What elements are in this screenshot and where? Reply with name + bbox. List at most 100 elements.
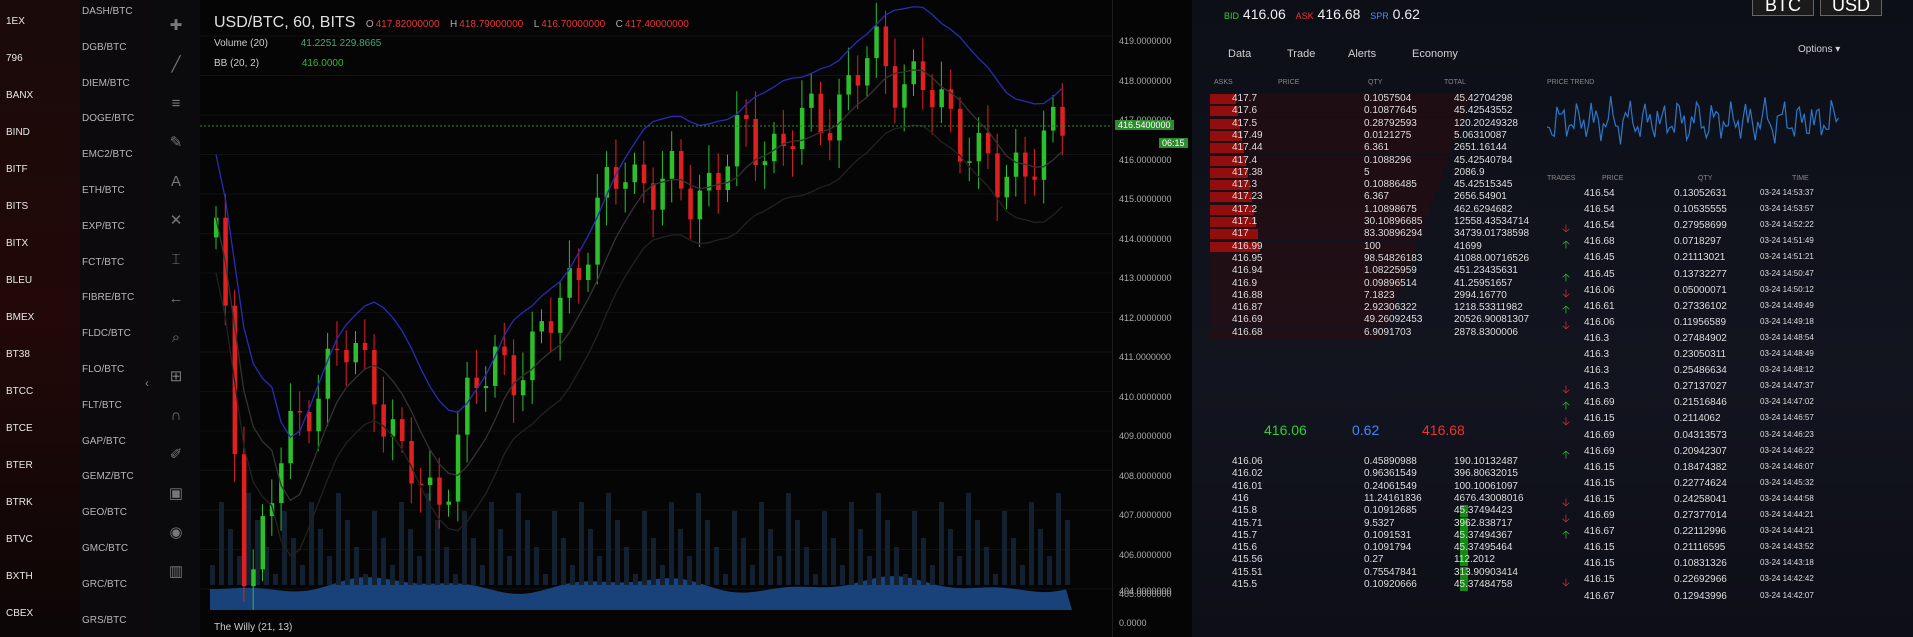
market-pair-item[interactable]: DGB/BTC — [82, 41, 127, 53]
market-pair-item[interactable]: FCT/BTC — [82, 256, 125, 268]
tab-data[interactable]: Data — [1228, 48, 1252, 60]
market-pair-item[interactable]: DOGE/BTC — [82, 113, 135, 125]
trade-row[interactable]: 416.15 0.10831326 03-24 14:43:18 — [1532, 558, 1892, 570]
trade-row[interactable]: 🡣 416.15 0.2114062 03-24 14:46:57 — [1532, 413, 1892, 428]
bid-row[interactable]: 415.51 0.75547841 313.90903414 — [1210, 566, 1610, 579]
market-item[interactable]: BTVC — [6, 534, 33, 545]
market-item[interactable]: BXTH — [6, 571, 33, 582]
collapse-left-icon[interactable]: ‹ — [145, 376, 149, 390]
arrow-icon[interactable]: ← — [168, 290, 184, 307]
trade-row[interactable]: 416.45 0.21113021 03-24 14:51:21 — [1532, 252, 1892, 264]
market-item[interactable]: BITF — [6, 164, 28, 175]
market-item[interactable]: BTER — [6, 460, 33, 471]
market-item[interactable]: CBEX — [6, 608, 34, 619]
ask-row[interactable]: 417.3 0.10886485 45.42515345 — [1210, 179, 1610, 192]
trade-row[interactable]: 🡡 416.61 0.27336102 03-24 14:49:49 — [1532, 301, 1892, 316]
ask-row[interactable]: 416.99 100 41699 — [1210, 240, 1610, 253]
trade-row[interactable]: 🡣 416.3 0.27137027 03-24 14:47:37 — [1532, 381, 1892, 396]
text-icon[interactable]: A — [170, 173, 181, 190]
market-item[interactable]: BITS — [6, 201, 29, 212]
ask-row[interactable]: 417.1 30.10896685 12558.43534714 — [1210, 216, 1610, 228]
market-pair-item[interactable]: FLDC/BTC — [82, 328, 131, 340]
brush-icon[interactable]: ✎ — [169, 134, 183, 151]
fib-icon[interactable]: ≡ — [171, 95, 181, 112]
ask-row[interactable]: 417.7 0.1057504 45.42704298 — [1210, 93, 1610, 105]
market-pair-item[interactable]: GEO/BTC — [82, 507, 128, 519]
bid-row[interactable]: 416 11.24161836 4676.43008016 — [1210, 493, 1610, 505]
ask-row[interactable]: 417.49 0.0121275 5.06310087 — [1210, 129, 1610, 142]
volume-legend[interactable]: Volume (20) 41.2251 229.8665 — [214, 38, 382, 49]
market-pair-item[interactable]: FLO/BTC — [82, 364, 125, 375]
trade-row[interactable]: 416.15 0.18474382 03-24 14:46:07 — [1532, 462, 1892, 474]
bid-row[interactable]: 416.01 0.24061549 100.10061097 — [1210, 481, 1610, 493]
trade-row[interactable]: 416.3 0.25486634 03-24 14:48:12 — [1532, 365, 1892, 377]
trade-row[interactable]: 🡡 416.45 0.13732277 03-24 14:50:47 — [1532, 269, 1892, 284]
currency-usd-button[interactable]: USD — [1820, 0, 1882, 16]
market-item[interactable]: BTCE — [6, 423, 33, 434]
ask-row[interactable]: 417.23 6.367 2656.54901 — [1210, 191, 1610, 204]
market-pair-item[interactable]: ETH/BTC — [82, 185, 125, 196]
trade-row[interactable]: 416.67 0.12943996 03-24 14:42:07 — [1532, 591, 1892, 603]
trade-row[interactable]: 416.69 0.04313573 03-24 14:46:23 — [1532, 430, 1892, 442]
trade-row[interactable]: 416.3 0.23050311 03-24 14:48:49 — [1532, 349, 1892, 361]
market-item[interactable]: BT38 — [6, 349, 30, 360]
ask-row[interactable]: 416.69 49.26092453 20526.90081307 — [1210, 314, 1610, 327]
ask-row[interactable]: 416.87 2.92306322 1218.53311982 — [1210, 302, 1610, 315]
tab-economy[interactable]: Economy — [1412, 48, 1458, 60]
trade-row[interactable]: 416.54 0.13052631 03-24 14:53:37 — [1532, 188, 1892, 200]
trade-row[interactable]: 🡣 416.15 0.22692966 03-24 14:42:42 — [1532, 574, 1892, 589]
trade-row[interactable]: 🡡 416.68 0.0718297 03-24 14:51:49 — [1532, 236, 1892, 251]
trade-row[interactable]: 🡣 416.06 0.11956589 03-24 14:49:18 — [1532, 317, 1892, 332]
tab-alerts[interactable]: Alerts — [1348, 48, 1377, 60]
tab-trade[interactable]: Trade — [1287, 48, 1316, 60]
ask-row[interactable]: 417.4 0.1088296 45.42540784 — [1210, 154, 1610, 167]
market-item[interactable]: BITX — [6, 238, 29, 249]
ask-row[interactable]: 417.44 6.361 2651.16144 — [1210, 142, 1610, 155]
pattern-icon[interactable]: ✕ — [169, 212, 183, 229]
market-item[interactable]: BIND — [6, 127, 30, 138]
ask-row[interactable]: 417.6 0.10877645 45.42543552 — [1210, 105, 1610, 118]
market-pair-item[interactable]: DIEM/BTC — [82, 77, 130, 89]
trade-row[interactable]: 🡡 416.69 0.21516846 03-24 14:47:02 — [1532, 397, 1892, 412]
market-item[interactable]: BMEX — [6, 312, 35, 323]
trade-row[interactable]: 🡡 416.67 0.22112996 03-24 14:44:21 — [1532, 526, 1892, 541]
market-item[interactable]: BANX — [6, 90, 34, 101]
ask-row[interactable]: 416.9 0.09896514 41.25951657 — [1210, 277, 1610, 290]
trash-icon[interactable]: ▥ — [168, 563, 184, 580]
market-item[interactable]: BTRK — [6, 497, 33, 508]
price-axis[interactable]: 419.0000000418.0000000417.0000000416.000… — [1112, 0, 1193, 637]
trade-row[interactable]: 🡣 416.54 0.27958699 03-24 14:52:22 — [1532, 220, 1892, 235]
market-item[interactable]: BTCC — [6, 386, 34, 397]
market-pair-item[interactable]: GMC/BTC — [82, 543, 129, 554]
market-pair-item[interactable]: DASH/BTC — [82, 6, 133, 17]
bid-row[interactable]: 416.06 0.45890988 190.10132487 — [1210, 456, 1610, 468]
pencil-icon[interactable]: ✐ — [169, 446, 183, 463]
market-pair-item[interactable]: GAP/BTC — [82, 435, 126, 447]
ask-row[interactable]: 417 83.30896294 34739.01738598 — [1210, 228, 1610, 241]
trade-row[interactable]: 🡡 416.69 0.20942307 03-24 14:46:22 — [1532, 446, 1892, 461]
options-menu[interactable]: Options ▾ — [1798, 44, 1841, 55]
market-pair-item[interactable]: EMC2/BTC — [82, 149, 133, 161]
chart-symbol[interactable]: USD/BTC, 60, BITS — [214, 14, 356, 31]
zoom-icon[interactable]: ⌕ — [171, 329, 181, 346]
trade-row[interactable]: 416.54 0.10535555 03-24 14:53:57 — [1532, 204, 1892, 216]
measure-icon[interactable]: ⊞ — [169, 368, 183, 385]
bid-row[interactable]: 415.8 0.10912685 45.37494423 — [1210, 505, 1610, 518]
trade-row[interactable]: 🡣 416.06 0.05000071 03-24 14:50:12 — [1532, 285, 1892, 300]
ask-row[interactable]: 416.68 6.9091703 2878.8300006 — [1210, 326, 1610, 339]
currency-btc-button[interactable]: BTC — [1752, 0, 1814, 16]
bid-row[interactable]: 415.5 0.10920666 45.37484758 — [1210, 579, 1610, 591]
market-item[interactable]: 1EX — [6, 16, 25, 27]
lock-icon[interactable]: ▣ — [168, 485, 184, 502]
market-pair-item[interactable]: GEMZ/BTC — [82, 471, 134, 483]
trade-row[interactable]: 🡣 416.15 0.24258041 03-24 14:44:58 — [1532, 494, 1892, 509]
trade-row[interactable]: 416.15 0.22774624 03-24 14:45:32 — [1532, 478, 1892, 490]
ask-row[interactable]: 416.88 7.1823 2994.16770 — [1210, 289, 1610, 302]
market-pair-item[interactable]: FLT/BTC — [82, 399, 122, 411]
ask-row[interactable]: 417.38 5 2086.9 — [1210, 166, 1610, 179]
ask-row[interactable]: 417.2 1.10898675 462.6294682 — [1210, 203, 1610, 216]
trade-row[interactable]: 🡣 416.69 0.27377014 03-24 14:44:21 — [1532, 510, 1892, 525]
ask-row[interactable]: 416.94 1.08225959 451.23435631 — [1210, 265, 1610, 278]
bid-row[interactable]: 415.7 0.1091531 45.37494367 — [1210, 529, 1610, 542]
magnet-icon[interactable]: ∩ — [170, 407, 182, 424]
